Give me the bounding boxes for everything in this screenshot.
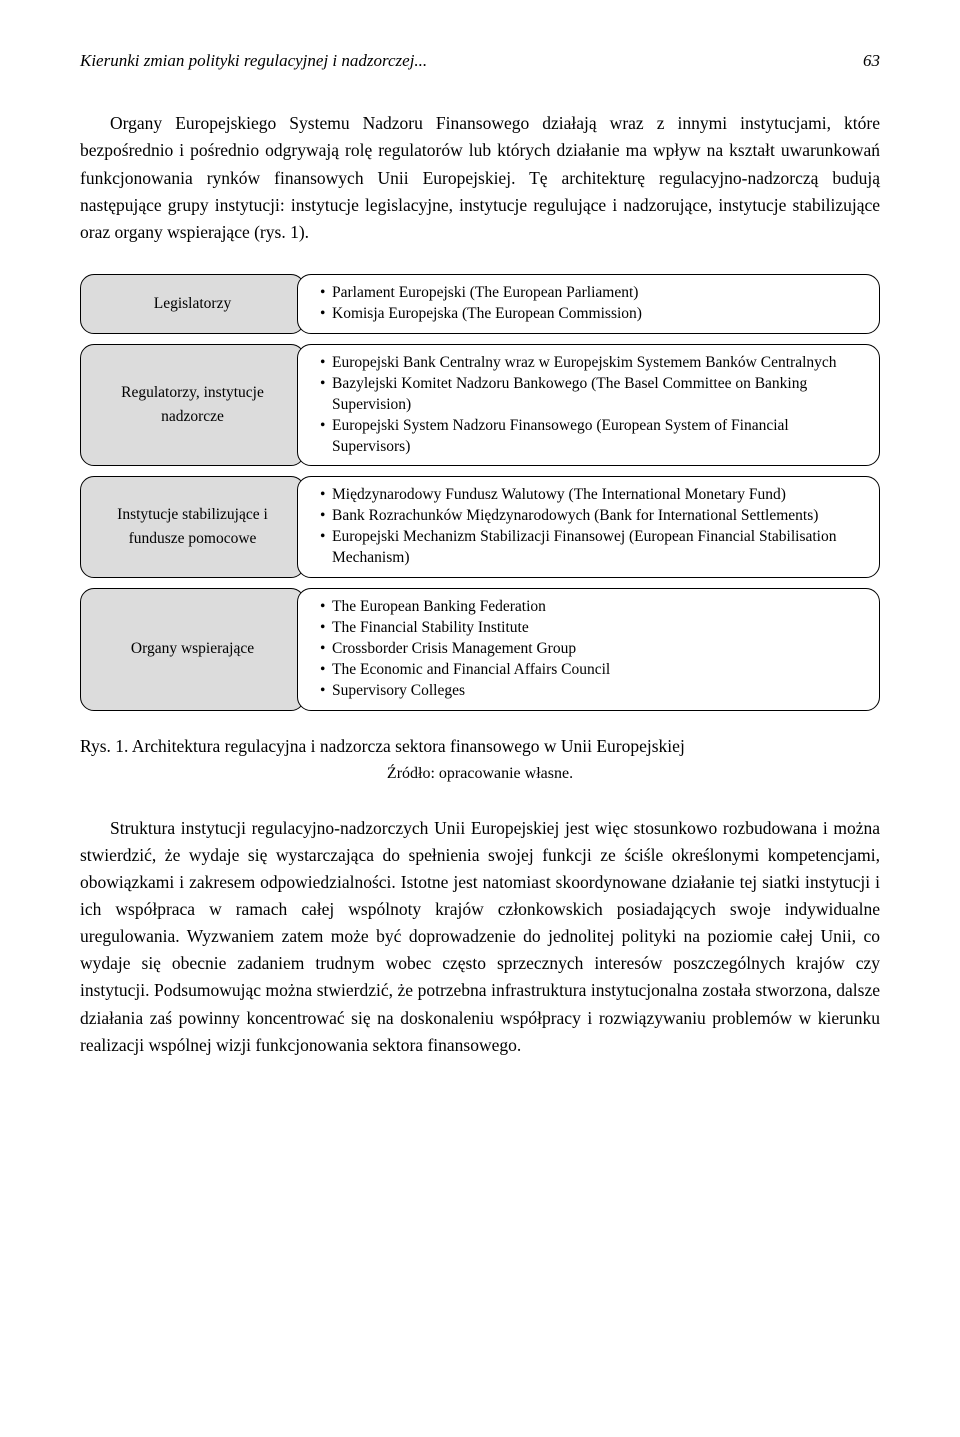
list-item: The European Banking Federation <box>320 597 865 618</box>
row-label: Legislatorzy <box>80 274 305 334</box>
architecture-diagram: Legislatorzy Parlament Europejski (The E… <box>80 274 880 711</box>
diagram-row-stabilizers: Instytucje stabilizujące i fundusze pomo… <box>80 476 880 578</box>
running-title: Kierunki zmian polityki regulacyjnej i n… <box>80 48 427 74</box>
row-items: Międzynarodowy Fundusz Walutowy (The Int… <box>297 476 880 578</box>
list-item: Bank Rozrachunków Międzynarodowych (Bank… <box>320 506 865 527</box>
running-header: Kierunki zmian polityki regulacyjnej i n… <box>80 48 880 74</box>
row-label: Instytucje stabilizujące i fundusze pomo… <box>80 476 305 578</box>
row-items: Parlament Europejski (The European Parli… <box>297 274 880 334</box>
list-item: Supervisory Colleges <box>320 681 865 702</box>
list-item: Europejski Mechanizm Stabilizacji Finans… <box>320 527 865 569</box>
row-label: Regulatorzy, instytucje nadzorcze <box>80 344 305 467</box>
figure-caption: Rys. 1. Architektura regulacyjna i nadzo… <box>80 733 880 760</box>
page-number: 63 <box>863 48 880 74</box>
list-item: Crossborder Crisis Management Group <box>320 639 865 660</box>
list-item: Parlament Europejski (The European Parli… <box>320 283 865 304</box>
paragraph-conclusion: Struktura instytucji regulacyjno-nadzorc… <box>80 815 880 1059</box>
diagram-row-legislators: Legislatorzy Parlament Europejski (The E… <box>80 274 880 334</box>
list-item: Bazylejski Komitet Nadzoru Bankowego (Th… <box>320 374 865 416</box>
list-item: The Economic and Financial Affairs Counc… <box>320 660 865 681</box>
list-item: Komisja Europejska (The European Commiss… <box>320 304 865 325</box>
row-items: Europejski Bank Centralny wraz w Europej… <box>297 344 880 467</box>
diagram-row-regulators: Regulatorzy, instytucje nadzorcze Europe… <box>80 344 880 467</box>
list-item: The Financial Stability Institute <box>320 618 865 639</box>
paragraph-intro: Organy Europejskiego Systemu Nadzoru Fin… <box>80 110 880 246</box>
diagram-row-supporting: Organy wspierające The European Banking … <box>80 588 880 711</box>
figure-source: Źródło: opracowanie własne. <box>80 762 880 787</box>
row-items: The European Banking Federation The Fina… <box>297 588 880 711</box>
list-item: Europejski Bank Centralny wraz w Europej… <box>320 353 865 374</box>
list-item: Międzynarodowy Fundusz Walutowy (The Int… <box>320 485 865 506</box>
list-item: Europejski System Nadzoru Finansowego (E… <box>320 416 865 458</box>
row-label: Organy wspierające <box>80 588 305 711</box>
